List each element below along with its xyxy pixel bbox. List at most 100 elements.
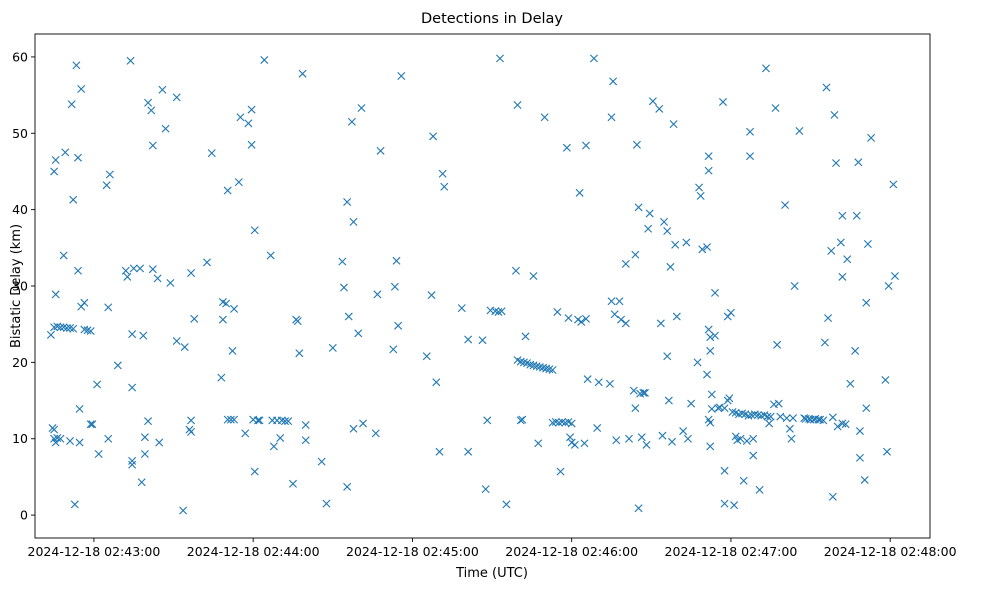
data-point	[832, 159, 841, 168]
data-point	[593, 424, 602, 433]
data-point	[642, 440, 651, 449]
data-point	[496, 54, 505, 63]
data-point	[714, 404, 723, 413]
data-point	[349, 424, 358, 433]
data-point	[855, 453, 864, 462]
data-point	[435, 447, 444, 456]
data-point	[161, 124, 170, 133]
data-point	[838, 272, 847, 281]
data-point	[86, 420, 95, 429]
data-point	[862, 298, 871, 307]
data-point	[392, 256, 401, 265]
data-point	[605, 379, 614, 388]
data-point	[513, 101, 522, 110]
data-point	[51, 290, 60, 299]
data-point	[738, 409, 747, 418]
data-point	[481, 485, 490, 494]
data-point	[564, 314, 573, 323]
data-point	[139, 331, 148, 340]
data-point	[704, 325, 713, 334]
data-point	[50, 323, 59, 332]
data-point	[742, 437, 751, 446]
data-point	[789, 414, 798, 423]
data-point	[816, 415, 825, 424]
data-point	[629, 386, 638, 395]
data-point	[357, 104, 366, 113]
data-point	[502, 500, 511, 509]
data-point	[833, 422, 842, 431]
data-point	[376, 146, 385, 155]
data-point	[822, 83, 831, 92]
data-point	[247, 105, 256, 114]
data-point	[298, 69, 307, 78]
y-tick-label: 30	[12, 279, 28, 294]
data-point	[556, 467, 565, 476]
data-point	[74, 153, 82, 162]
data-point	[781, 201, 790, 210]
data-point	[217, 373, 226, 382]
data-point	[663, 227, 672, 236]
data-point	[836, 238, 845, 247]
data-point	[668, 437, 676, 446]
data-point	[80, 325, 89, 334]
data-point	[144, 98, 153, 107]
data-point	[371, 429, 380, 438]
data-point	[838, 211, 847, 220]
data-point	[747, 411, 756, 420]
data-point	[860, 475, 869, 484]
x-tick-label: 2024-12-18 02:48:00	[824, 544, 957, 559]
y-axis-label: Bistatic Delay (km)	[9, 224, 24, 348]
data-point	[890, 272, 899, 281]
data-point	[59, 323, 68, 332]
data-point	[774, 399, 783, 408]
data-point	[241, 429, 250, 438]
data-point	[140, 433, 149, 442]
data-point	[529, 361, 538, 370]
data-point	[889, 180, 898, 189]
data-point	[725, 394, 734, 403]
data-point	[180, 343, 189, 352]
data-point	[703, 370, 712, 379]
data-point	[679, 427, 688, 436]
data-point	[494, 307, 503, 316]
y-tick-label: 40	[12, 202, 28, 217]
data-point	[51, 438, 60, 447]
data-point	[672, 312, 681, 321]
data-point	[529, 272, 538, 281]
data-point	[359, 419, 368, 428]
data-point	[59, 251, 68, 260]
data-point	[349, 217, 358, 226]
data-point	[144, 417, 153, 426]
data-point	[720, 499, 729, 508]
data-point	[301, 420, 310, 429]
data-point	[207, 149, 216, 158]
data-point	[561, 418, 570, 427]
data-point	[631, 250, 640, 259]
data-point	[749, 434, 758, 443]
data-point	[682, 238, 691, 247]
data-point	[293, 317, 302, 326]
data-point	[250, 467, 259, 476]
data-point	[432, 378, 441, 387]
data-point	[373, 290, 382, 299]
data-point	[757, 411, 766, 420]
data-point	[671, 240, 680, 249]
data-point	[755, 485, 764, 494]
y-tick-label: 0	[20, 508, 28, 523]
plot-area	[34, 33, 931, 539]
data-point	[820, 338, 829, 347]
data-point	[230, 304, 239, 313]
data-point	[558, 417, 567, 426]
data-point	[827, 246, 836, 255]
y-axis-ticks: 0 10 20 30 40 50 60	[12, 49, 35, 523]
data-point	[763, 412, 772, 421]
data-point	[457, 304, 466, 313]
data-point	[644, 224, 653, 233]
data-point	[706, 346, 715, 355]
data-point	[612, 436, 621, 445]
data-point	[218, 315, 227, 324]
data-point	[776, 412, 785, 421]
data-point	[113, 361, 122, 370]
data-point	[819, 416, 828, 425]
data-point	[580, 439, 589, 448]
